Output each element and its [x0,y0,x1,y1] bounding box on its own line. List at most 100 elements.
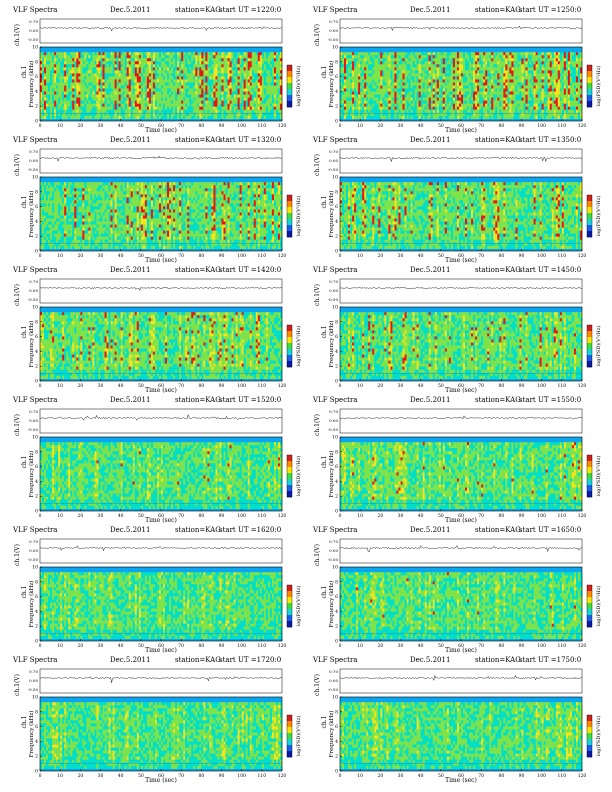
spectrogram-cell [158,55,162,59]
spectrogram-cell [422,73,425,77]
spectrogram-cell [110,73,113,77]
spectrogram-cell [42,103,45,107]
spectrogram-cell [513,109,516,113]
spectrogram-cell [223,64,226,68]
spectrogram-cell [430,64,433,68]
spectrogram-cell [235,97,238,101]
spectrogram-cell [442,67,446,71]
spectrogram-cell [346,82,349,86]
spectrogram-cell [503,82,506,86]
spectrogram-cell [82,52,85,56]
spectrogram-cell [197,112,200,116]
spectrogram-cell [225,73,228,77]
spectrogram-cell [167,55,170,59]
spectrogram-cell [420,106,423,110]
spectrogram-cell [525,94,528,98]
spectrogram-cell [136,67,140,71]
spectrogram-cell [239,97,242,101]
spectrogram-cell [440,88,444,92]
spectrogram-cell [515,100,518,104]
spectrogram-cell [537,52,540,56]
spectrogram-cell [241,112,244,116]
spectrogram-cell [400,115,403,119]
spectrogram-cell [209,61,212,65]
spectrogram-cell [364,70,367,74]
spectrogram-cell [372,100,375,104]
spectrogram-cell [410,67,413,71]
spectrogram-cell [348,97,351,101]
spectrogram-cell [277,91,281,95]
spectrogram-cell [136,61,140,65]
spectrogram-cell [499,82,502,86]
spectrogram-cell [442,73,446,77]
spectrogram-cell [215,94,218,98]
spectrogram-cell [179,91,182,95]
spectrogram-cell [485,79,488,83]
spectrogram-cell [531,100,534,104]
spectrogram-cell [400,88,403,92]
spectrogram-cell [106,76,109,80]
spectrogram-cell [138,112,142,116]
spectrogram-cell [225,88,228,92]
spectrogram-cell [126,94,129,98]
spectrogram-cell [134,52,137,56]
spectrogram-cell [456,112,460,116]
spectrogram-cell [132,85,135,89]
spectrogram-cell [354,115,357,119]
spectrogram-cell [169,64,172,68]
spectrogram-cell [458,94,462,98]
spectrogram-cell [412,109,415,113]
spectrogram-cell [481,52,484,56]
spectrogram-cell [251,115,254,119]
spectrogram-cell [171,103,174,107]
spectrogram-cell [517,58,520,62]
spectrogram-cell [171,115,174,119]
spectrogram-cell [253,103,256,107]
spectrogram-cell [106,73,109,77]
spectrogram-cell [94,85,97,89]
spectrogram-cell [237,85,240,89]
spectrogram-cell [251,76,254,80]
spectrogram-cell [438,79,442,83]
spectrogram-cell [110,91,113,95]
spectrogram-cell [185,58,188,62]
spectrogram-cell [454,61,458,65]
spectrogram-cell [257,97,261,101]
spectrogram-cell [364,103,367,107]
spectrogram-cell [86,91,89,95]
spectrogram-cell [90,85,93,89]
spectrogram-cell [213,70,216,74]
spectrogram-cell [187,58,190,62]
spectrogram-cell [235,79,238,83]
spectrogram-cell [158,64,162,68]
spectrogram-cell [175,109,178,113]
spectrogram-cell [424,82,427,86]
spectrogram-cell [515,85,518,89]
spectrogram-cell [106,70,109,74]
spectrogram-cell [469,103,472,107]
spectrogram-cell [154,103,158,107]
spectrogram-cell [154,73,158,77]
spectrogram-cell [354,61,357,65]
spectrogram-cell [48,94,51,98]
spectrogram-cell [179,67,182,71]
spectrogram-cell [132,61,135,65]
spectrogram-cell [404,79,407,83]
spectrogram-cell [201,91,204,95]
spectrogram-cell [430,97,433,101]
spectrogram-cell [96,61,99,65]
spectrogram-cell [118,70,121,74]
spectrogram-cell [521,70,524,74]
spectrogram-cell [277,112,281,116]
spectrogram-cell [481,67,484,71]
spectrogram-cell [78,52,81,56]
spectrogram-cell [418,106,421,110]
spectrogram-cell [102,88,105,92]
spectrogram-cell [199,79,202,83]
spectrogram-cell [163,52,166,56]
spectrogram-cell [481,58,484,62]
spectrogram-cell [211,61,214,65]
spectrogram-cell [205,88,208,92]
spectrogram-cell [418,70,421,74]
spectrogram-cell [90,76,93,80]
